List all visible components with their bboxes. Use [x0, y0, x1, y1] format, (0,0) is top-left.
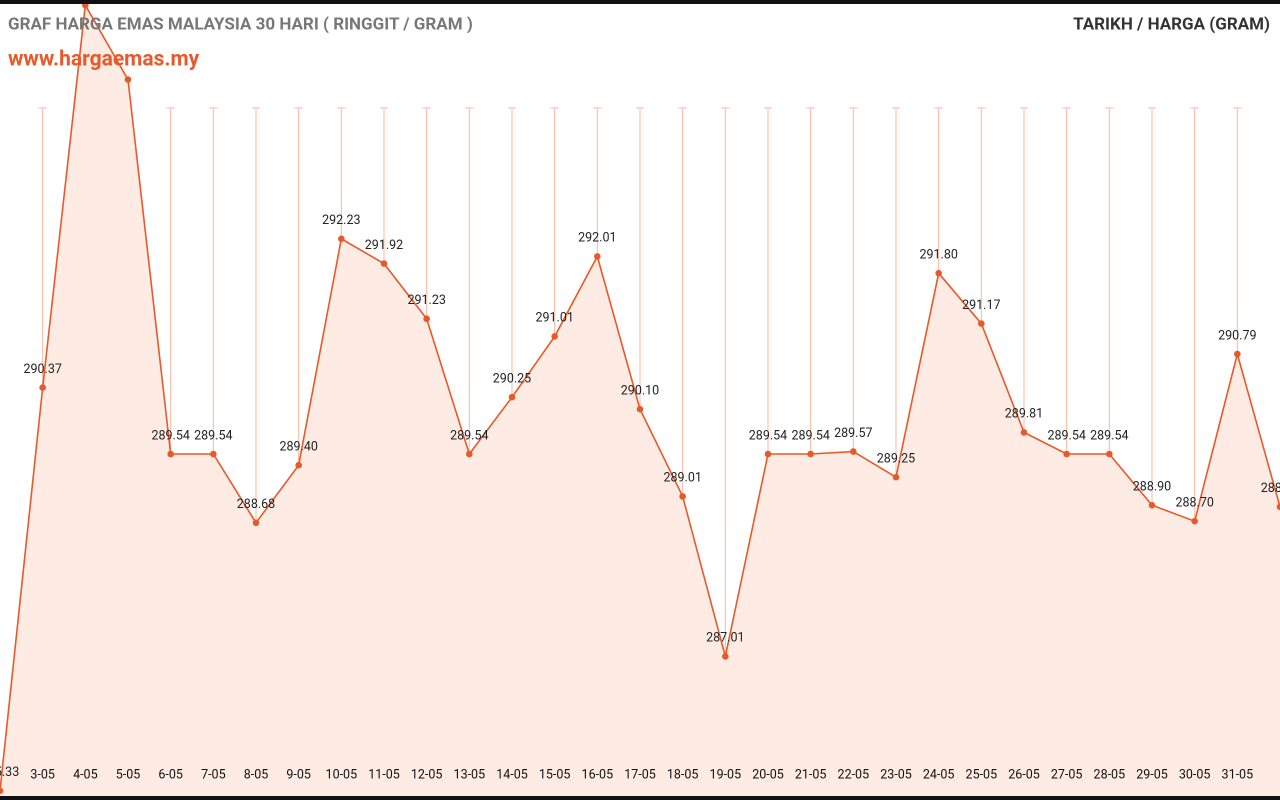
- x-tick-label: 26-05: [1008, 767, 1040, 782]
- point: [508, 393, 516, 401]
- value-label: 289.54: [749, 428, 787, 443]
- value-label: 289.01: [663, 471, 701, 486]
- point: [892, 473, 900, 481]
- x-tick-label: 21-05: [795, 767, 827, 782]
- point: [295, 461, 302, 469]
- point: [39, 384, 46, 391]
- value-label: 290.10: [621, 383, 659, 398]
- value-label: 289.54: [1047, 428, 1085, 443]
- x-tick-label: 18-05: [667, 767, 699, 782]
- x-tick-label: 22-05: [838, 767, 870, 782]
- point: [807, 450, 814, 458]
- x-tick-label: 25-05: [966, 767, 998, 782]
- point: [1234, 350, 1241, 358]
- point: [252, 519, 260, 527]
- x-tick-label: 8-05: [244, 767, 269, 782]
- point: [338, 235, 345, 243]
- x-tick-label: 23-05: [880, 767, 912, 782]
- point: [1276, 503, 1280, 511]
- value-label: 291.17: [962, 298, 1000, 313]
- area: [0, 5, 1280, 800]
- value-label: 289.54: [791, 428, 829, 443]
- point: [850, 448, 857, 455]
- value-label: 289.81: [1005, 407, 1043, 422]
- x-tick-label: 5-05: [116, 767, 141, 782]
- x-tick-label: 10-05: [326, 767, 358, 782]
- value-label: 288.90: [1133, 479, 1171, 494]
- point: [1020, 429, 1028, 436]
- value-label: 291.92: [365, 238, 403, 253]
- legend-title: TARIKH / HARGA (GRAM): [1073, 14, 1270, 34]
- value-label: 291.80: [919, 247, 957, 262]
- x-tick-label: 6-05: [158, 767, 183, 782]
- point: [679, 493, 686, 500]
- top-border: [0, 0, 1280, 4]
- x-tick-label: 20-05: [752, 767, 784, 782]
- value-label: 288.88: [1261, 481, 1280, 496]
- x-tick-label: 19-05: [710, 767, 742, 782]
- point: [1106, 450, 1113, 458]
- value-label: 289.54: [450, 428, 488, 443]
- x-tick-label: 16-05: [582, 767, 614, 782]
- value-label: 291.23: [407, 293, 445, 308]
- chart-subtitle: www.hargaemas.my: [8, 48, 200, 72]
- point: [764, 450, 772, 458]
- x-tick-label: 27-05: [1051, 767, 1083, 782]
- point: [423, 315, 430, 323]
- value-label: 288.70: [1175, 495, 1213, 510]
- x-tick-label: 11-05: [368, 767, 400, 782]
- x-tick-label: 29-05: [1136, 767, 1168, 782]
- x-tick-label: 24-05: [923, 767, 955, 782]
- x-tick-label: 12-05: [411, 767, 443, 782]
- point: [1191, 517, 1198, 525]
- value-label: 289.40: [279, 439, 317, 454]
- point: [210, 450, 217, 458]
- point: [466, 450, 473, 458]
- value-label: 289.54: [1090, 428, 1128, 443]
- value-label: 290.79: [1218, 328, 1256, 343]
- point: [722, 653, 729, 660]
- value-label: 287.01: [706, 631, 744, 646]
- x-tick-label: 13-05: [454, 767, 486, 782]
- point: [978, 320, 985, 327]
- x-tick-label: 7-05: [201, 767, 226, 782]
- point: [380, 260, 388, 267]
- point: [124, 76, 132, 83]
- point: [636, 405, 644, 413]
- value-label: 289.57: [834, 426, 872, 441]
- value-label: 288.68: [237, 497, 275, 512]
- point: [1148, 501, 1156, 509]
- point: [1063, 450, 1070, 458]
- value-label: 290.37: [23, 362, 61, 377]
- x-tick-label: 30-05: [1179, 767, 1211, 782]
- x-tick-label: 4-05: [73, 767, 98, 782]
- point: [551, 333, 558, 340]
- point: [594, 253, 601, 260]
- chart-title: GRAF HARGA EMAS MALAYSIA 30 HARI ( RINGG…: [8, 14, 473, 34]
- bottom-border: [0, 796, 1280, 800]
- point: [935, 269, 942, 277]
- point: [0, 787, 4, 795]
- x-tick-label: 14-05: [496, 767, 528, 782]
- value-label: 292.23: [322, 213, 360, 228]
- x-tick-label: 31-05: [1222, 767, 1254, 782]
- value-label: 291.01: [535, 311, 573, 326]
- value-label: 289.54: [194, 428, 232, 443]
- value-label: 290.25: [493, 371, 531, 386]
- x-tick-label: 17-05: [624, 767, 656, 782]
- point: [167, 450, 174, 458]
- value-label: 285.33: [0, 765, 19, 780]
- value-label: 289.54: [151, 428, 189, 443]
- x-tick-label: 28-05: [1094, 767, 1126, 782]
- value-label: 292.01: [578, 231, 616, 246]
- x-tick-label: 3-05: [30, 767, 55, 782]
- value-label: 289.25: [877, 451, 915, 466]
- x-tick-label: 15-05: [539, 767, 571, 782]
- x-tick-label: 9-05: [286, 767, 311, 782]
